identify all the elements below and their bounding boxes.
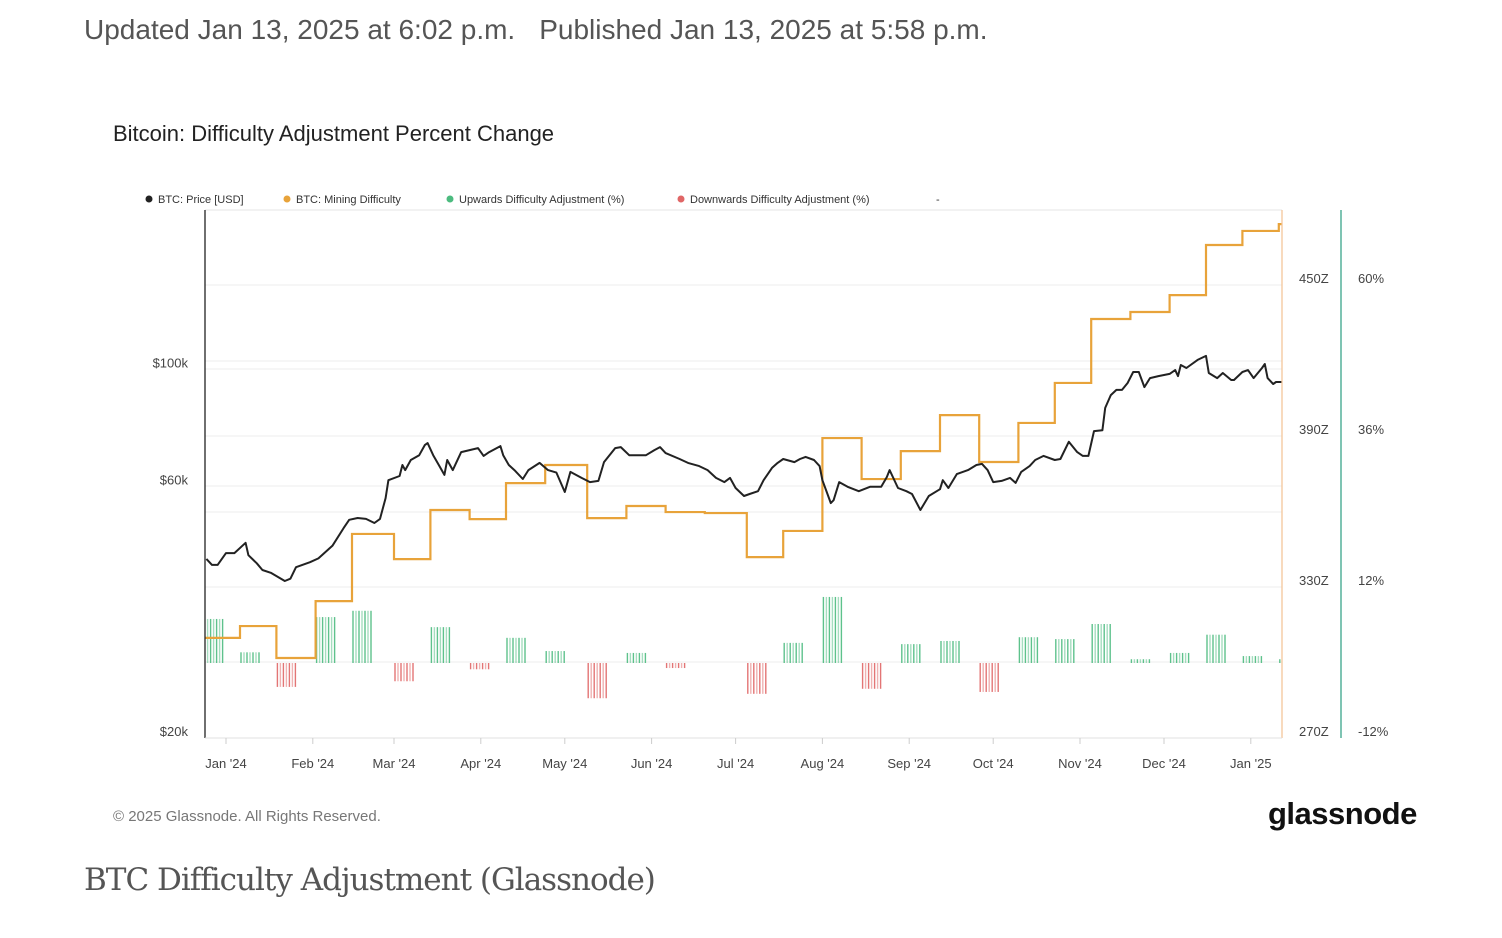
series-lines [205,223,1282,660]
chart-title: Bitcoin: Difficulty Adjustment Percent C… [113,121,555,146]
legend-item: BTC: Price [USD] [158,194,244,206]
published-time: Published Jan 13, 2025 at 5:58 p.m. [539,14,988,45]
legend-item: - [936,194,940,206]
x-tick-label: Oct '24 [973,756,1014,771]
updated-time: Updated Jan 13, 2025 at 6:02 p.m. [84,14,516,45]
x-tick-label: Sep '24 [887,756,931,771]
price-tick-label: $60k [160,472,189,487]
legend-item: Upwards Difficulty Adjustment (%) [459,194,624,206]
percent-tick-label: 60% [1358,271,1384,286]
legend-dot-icon [283,195,291,203]
x-tick-label: Apr '24 [460,756,501,771]
timestamps: Updated Jan 13, 2025 at 6:02 p.m. Publish… [84,14,1012,46]
difficulty-tick-label: 450Z [1299,271,1329,286]
adjustment-bars [206,596,1281,699]
x-tick-label: Jan '25 [1230,756,1272,771]
gridlines [205,209,1282,663]
btc-price-line [205,354,1282,582]
legend-item: BTC: Mining Difficulty [296,194,401,206]
x-tick-label: Nov '24 [1058,756,1102,771]
legend-dot-icon [677,195,685,203]
difficulty-tick-label: 270Z [1299,724,1329,739]
price-tick-label: $20k [160,724,189,739]
x-tick-label: Jul '24 [717,756,754,771]
legend: BTC: Price [USD] BTC: Mining Difficulty Up… [145,194,940,206]
copyright: © 2025 Glassnode. All Rights Reserved. [113,808,381,825]
legend-dot-icon [145,195,153,203]
difficulty-tick-label: 330Z [1299,573,1329,588]
legend-dot-icon [446,195,454,203]
x-tick-label: Feb '24 [291,756,334,771]
difficulty-tick-label: 390Z [1299,422,1329,437]
x-tick-label: Dec '24 [1142,756,1186,771]
x-tick-label: Jan '24 [205,756,247,771]
glassnode-logo: glassnode [1268,796,1417,831]
percent-tick-label: 36% [1358,422,1384,437]
price-tick-label: $100k [153,355,189,370]
x-tick-label: Mar '24 [373,756,416,771]
axes: $100k $60k $20k 450Z 390Z 330Z 270Z 60% 36% 12% -1… [153,210,1389,771]
figure-caption: BTC Difficulty Adjustment (Glassnode) [84,862,656,898]
percent-tick-label: -12% [1358,724,1389,739]
mining-difficulty-line [205,223,1282,660]
x-tick-label: May '24 [542,756,587,771]
legend-item: Downwards Difficulty Adjustment (%) [690,194,870,206]
x-tick-label: Jun '24 [631,756,673,771]
x-tick-label: Aug '24 [801,756,845,771]
percent-tick-label: 12% [1358,573,1384,588]
